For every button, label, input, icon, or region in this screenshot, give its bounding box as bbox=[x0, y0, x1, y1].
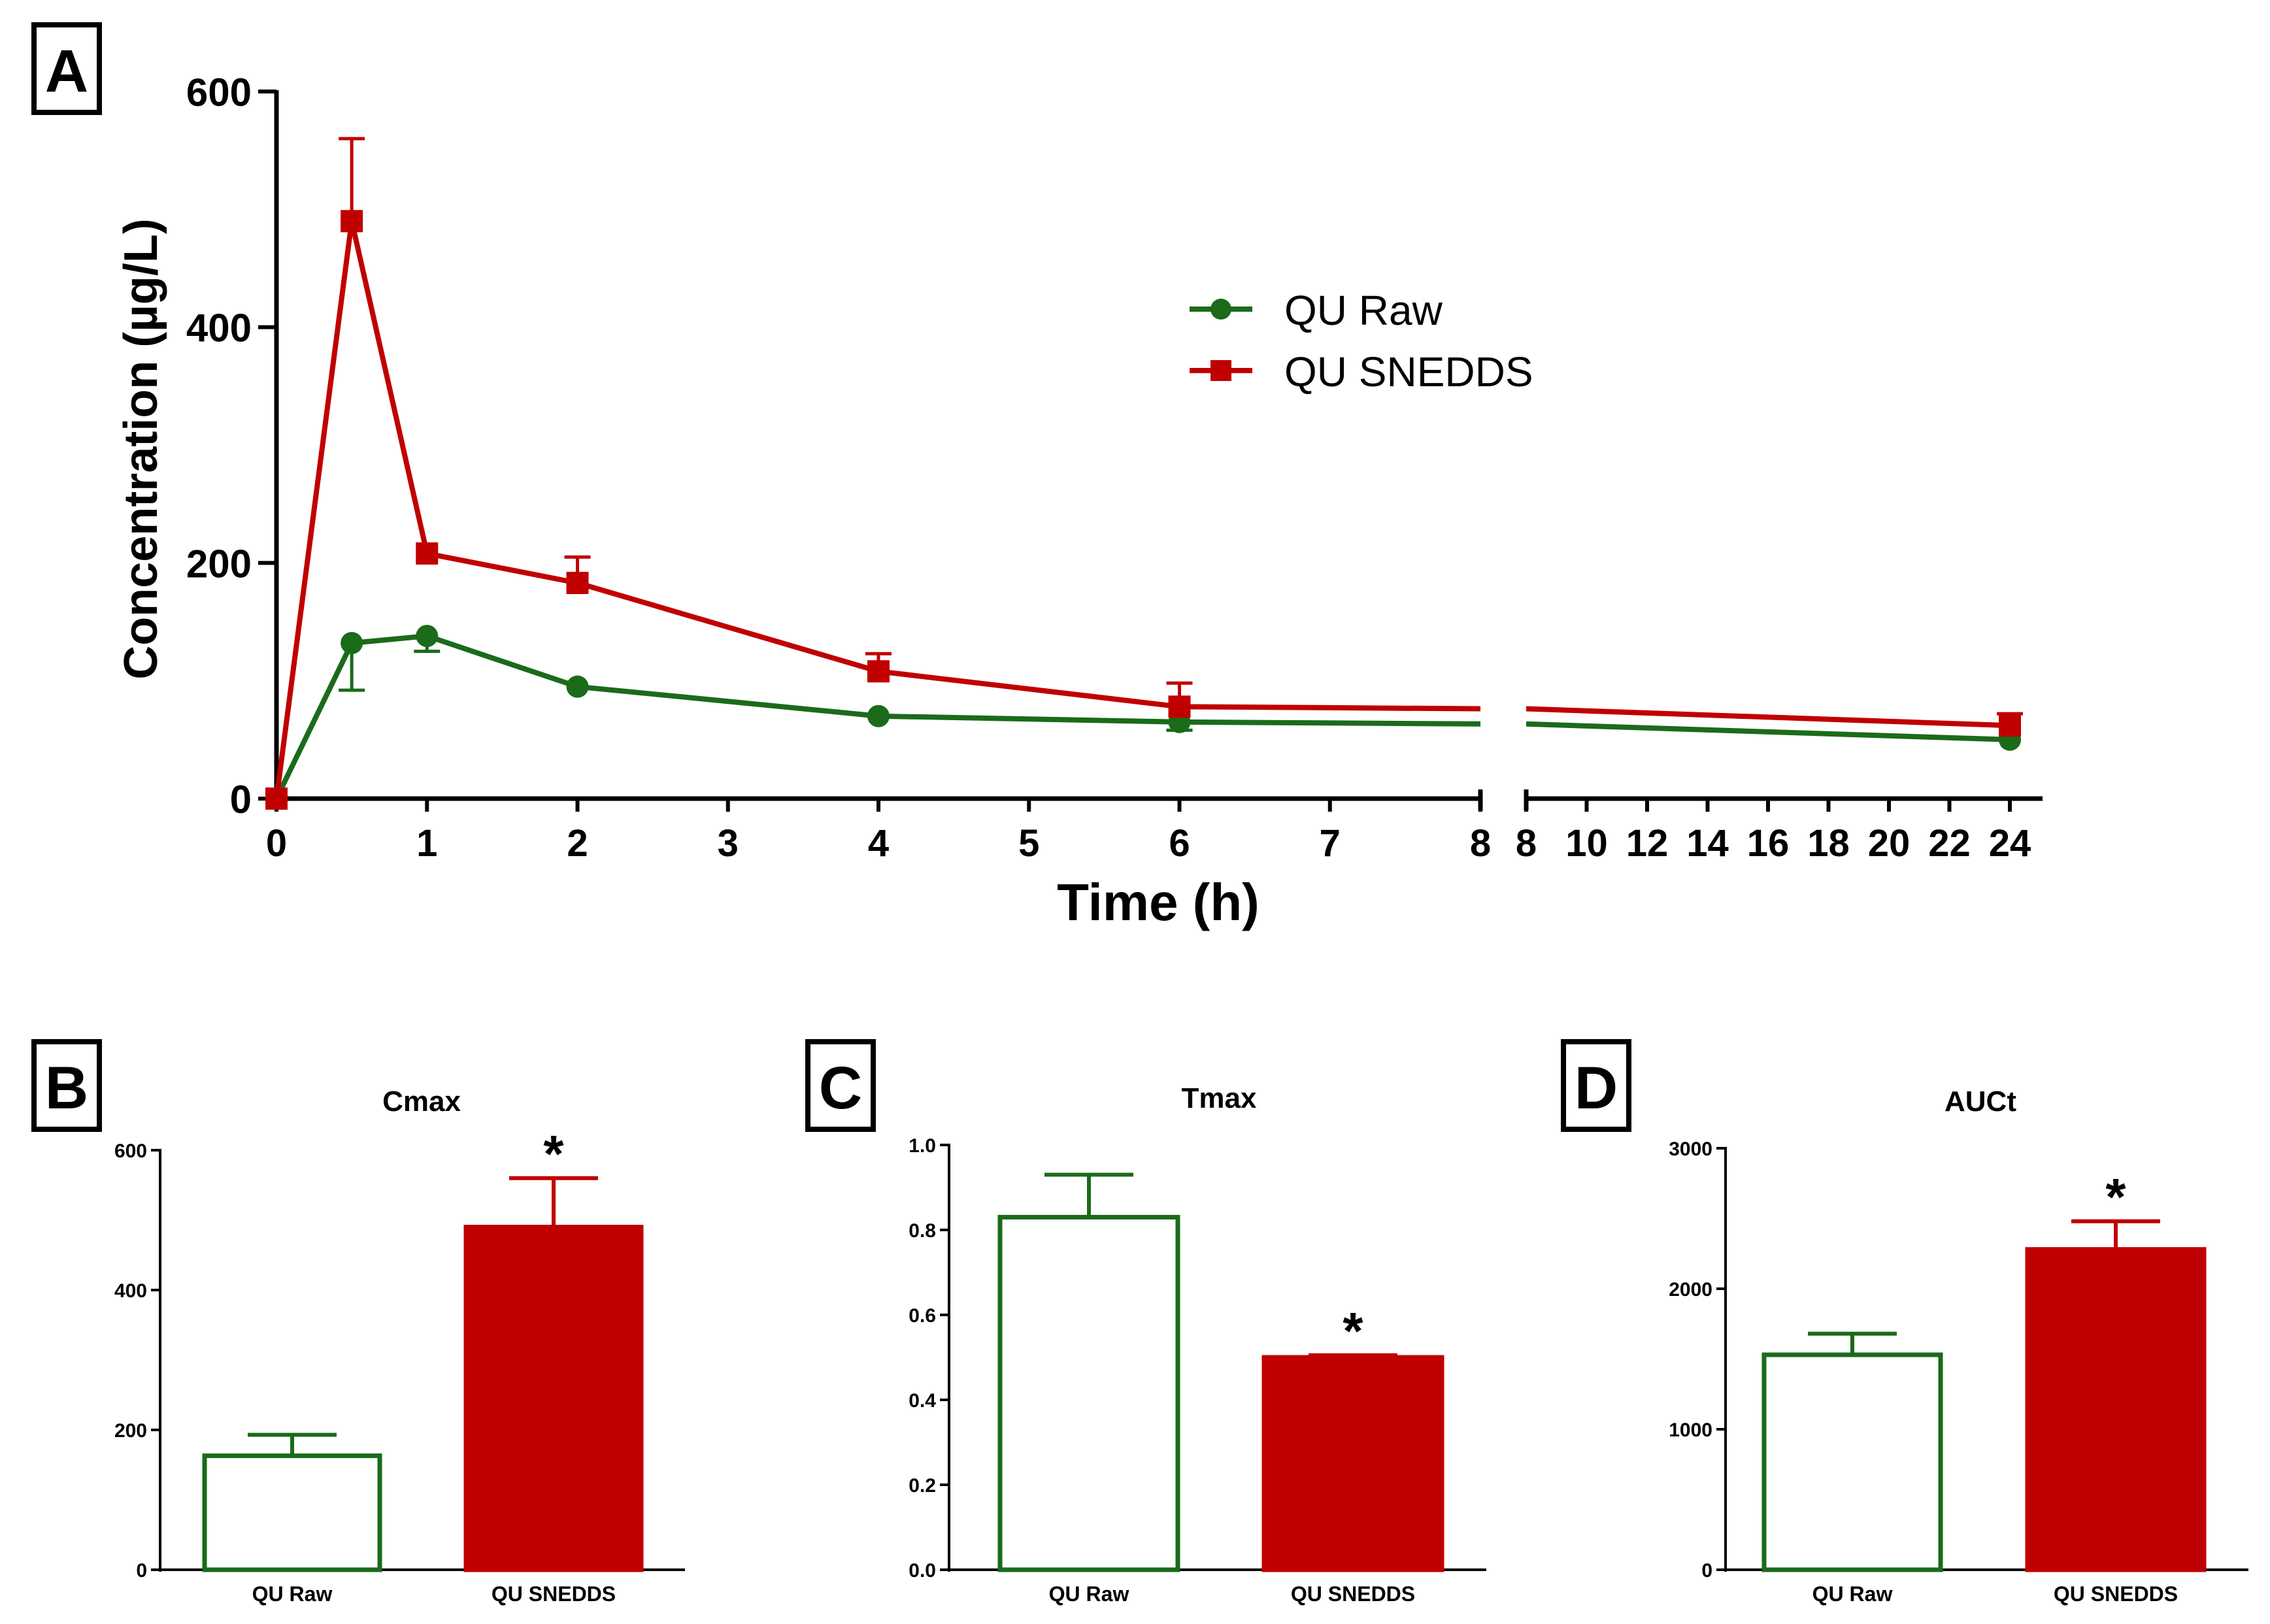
a-x-tick-label: 0 bbox=[266, 822, 287, 865]
y-tick-label: 0 bbox=[136, 1560, 147, 1582]
a-x-tick-label: 10 bbox=[1565, 822, 1608, 865]
y-tick-label: 400 bbox=[114, 1280, 147, 1302]
panel-c-title: Tmax bbox=[1182, 1082, 1257, 1114]
x-tick-label: QU SNEDDS bbox=[2054, 1582, 2178, 1606]
y-tick-label: 0.2 bbox=[909, 1475, 936, 1497]
y-tick-label: 200 bbox=[114, 1420, 147, 1442]
data-point bbox=[341, 210, 363, 233]
y-tick-label: 0.4 bbox=[909, 1390, 936, 1412]
data-point bbox=[416, 625, 439, 648]
y-tick-label: 0.6 bbox=[909, 1305, 936, 1327]
significance-marker: * bbox=[1343, 1302, 1363, 1360]
panel-c: C Tmax 0.0 0.2 0.4 0.6 0.8 1.0 QU Raw QU SNEDDS… bbox=[805, 1039, 1486, 1606]
x-tick-label: QU Raw bbox=[1049, 1582, 1129, 1606]
panel-b-label-box bbox=[31, 1039, 102, 1132]
bar-qu-snedds bbox=[463, 1225, 644, 1572]
data-point bbox=[867, 704, 890, 727]
y-tick-label: 0 bbox=[1701, 1560, 1712, 1582]
data-point bbox=[566, 571, 589, 594]
panel-a-ylabel: Concentration (µg/L) bbox=[115, 218, 167, 679]
bar-qu-raw bbox=[997, 1215, 1180, 1572]
a-x-tick-label: 5 bbox=[1018, 822, 1039, 865]
x-tick-label: QU Raw bbox=[252, 1582, 333, 1606]
a-x-tick-label: 1 bbox=[416, 822, 437, 865]
a-x-tick-label: 20 bbox=[1868, 822, 1911, 865]
panel-b: B Cmax 0 200 400 600 QU Raw QU SNEDDS * bbox=[31, 1039, 685, 1606]
panel-a-series bbox=[265, 137, 2023, 810]
legend: QU Raw QU SNEDDS bbox=[1190, 287, 1533, 395]
bar-qu-raw bbox=[202, 1453, 382, 1572]
data-point bbox=[1999, 714, 2021, 737]
data-point bbox=[416, 542, 439, 565]
y-tick-label: 1000 bbox=[1669, 1419, 1712, 1441]
bar-qu-raw bbox=[1761, 1352, 1943, 1572]
panel-c-label-box bbox=[805, 1039, 876, 1132]
a-x-tick-label: 18 bbox=[1807, 822, 1850, 865]
a-y-tick-label: 400 bbox=[186, 307, 252, 350]
legend-item-raw: QU Raw bbox=[1190, 287, 1443, 334]
legend-snedds-label: QU SNEDDS bbox=[1284, 348, 1533, 395]
a-x-tick-label: 7 bbox=[1320, 822, 1341, 865]
x-tick-label: QU Raw bbox=[1812, 1582, 1893, 1606]
legend-raw-marker bbox=[1210, 299, 1231, 320]
a-x-tick-label: 22 bbox=[1928, 822, 1971, 865]
a-x-tick-label: 6 bbox=[1169, 822, 1190, 865]
y-tick-label: 1.0 bbox=[909, 1135, 936, 1157]
x-tick-label: QU SNEDDS bbox=[492, 1582, 616, 1606]
a-x-tick-label: 14 bbox=[1686, 822, 1729, 865]
panel-c-label: C bbox=[819, 1055, 862, 1121]
series-line-seg2 bbox=[1526, 706, 2011, 729]
significance-marker: * bbox=[543, 1125, 564, 1183]
a-x-tick-label: 2 bbox=[567, 822, 588, 865]
y-tick-label: 2000 bbox=[1669, 1279, 1712, 1301]
series-qu-snedds bbox=[265, 137, 2023, 810]
a-x-tick-label: 3 bbox=[718, 822, 739, 865]
panel-a-label: A bbox=[45, 38, 88, 105]
panel-b-label: B bbox=[45, 1055, 88, 1121]
a-y-tick-label: 600 bbox=[186, 71, 252, 114]
y-tick-label: 600 bbox=[114, 1140, 147, 1162]
series-line-seg2 bbox=[1526, 721, 2011, 742]
data-point bbox=[1168, 695, 1191, 718]
a-x-tick-label: 8 bbox=[1516, 822, 1537, 865]
panel-d-plot: 0 1000 2000 3000 QU Raw QU SNEDDS * bbox=[1669, 1138, 2248, 1606]
legend-item-snedds: QU SNEDDS bbox=[1190, 348, 1533, 395]
a-x-tick-label: 12 bbox=[1626, 822, 1669, 865]
data-point bbox=[265, 787, 288, 810]
data-point bbox=[867, 660, 890, 683]
a-y-tick-label: 0 bbox=[230, 778, 252, 821]
panel-d-label-box bbox=[1561, 1039, 1631, 1132]
data-point bbox=[566, 675, 589, 698]
panel-b-plot: 0 200 400 600 QU Raw QU SNEDDS * bbox=[114, 1125, 685, 1606]
significance-marker: * bbox=[2105, 1168, 2126, 1226]
a-x-tick-label: 24 bbox=[1989, 822, 2031, 865]
a-y-tick-label: 200 bbox=[186, 542, 252, 586]
x-tick-label: QU SNEDDS bbox=[1291, 1582, 1415, 1606]
y-tick-label: 0.8 bbox=[909, 1220, 936, 1242]
a-x-tick-label: 4 bbox=[868, 822, 889, 865]
panel-d-label: D bbox=[1575, 1055, 1618, 1121]
panel-c-plot: 0.0 0.2 0.4 0.6 0.8 1.0 QU Raw QU SNEDDS * bbox=[909, 1135, 1486, 1606]
panel-a-xlabel: Time (h) bbox=[1057, 873, 1260, 931]
a-x-tick-label: 16 bbox=[1747, 822, 1790, 865]
panel-d: D AUCt 0 1000 2000 3000 QU Raw QU SNEDDS * bbox=[1561, 1039, 2248, 1606]
panel-a-label-box bbox=[31, 22, 102, 115]
y-tick-label: 3000 bbox=[1669, 1138, 1712, 1160]
panel-d-title: AUCt bbox=[1945, 1085, 2016, 1118]
panel-b-title: Cmax bbox=[382, 1085, 461, 1118]
y-tick-label: 0.0 bbox=[909, 1560, 936, 1582]
bar-qu-snedds bbox=[1261, 1355, 1444, 1572]
data-point bbox=[341, 631, 363, 654]
a-x-tick-label: 8 bbox=[1470, 822, 1491, 865]
legend-raw-label: QU Raw bbox=[1284, 287, 1443, 334]
legend-snedds-marker bbox=[1210, 360, 1231, 381]
bar-qu-snedds bbox=[2025, 1247, 2207, 1572]
